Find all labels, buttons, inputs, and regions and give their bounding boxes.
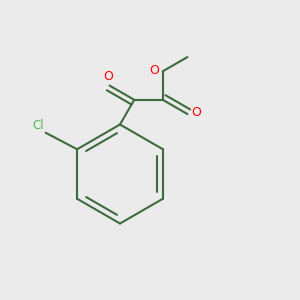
Text: Cl: Cl xyxy=(32,119,44,132)
Text: O: O xyxy=(103,70,113,83)
Text: O: O xyxy=(191,106,201,119)
Text: O: O xyxy=(149,64,159,77)
